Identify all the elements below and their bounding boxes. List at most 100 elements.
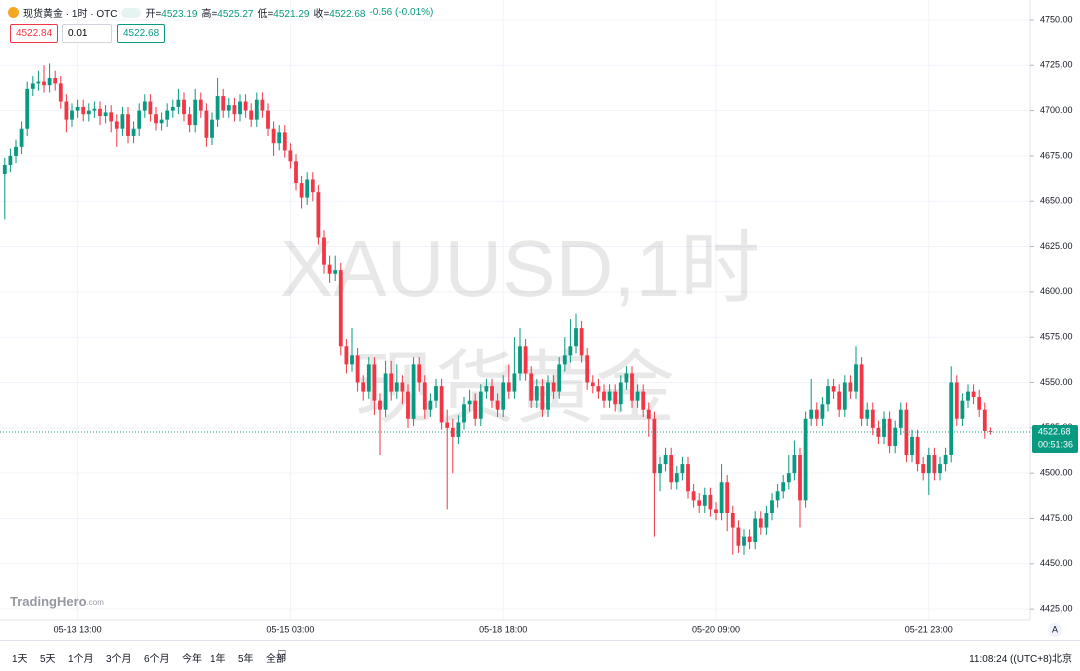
candle-body: [36, 81, 41, 84]
candle-body: [697, 500, 702, 506]
candle-body: [691, 491, 696, 501]
candle-body: [120, 114, 125, 129]
candle-body: [389, 373, 394, 392]
y-tick-label: 4550.00: [1040, 377, 1073, 387]
candle-body: [523, 346, 528, 374]
candle-body: [98, 108, 102, 117]
logo: TradingHero.com: [10, 594, 104, 609]
candle-body: [630, 373, 634, 401]
candle-body: [254, 99, 259, 120]
date-range-icon[interactable]: ⌸: [278, 647, 286, 662]
candle-body: [165, 110, 170, 120]
buy-button[interactable]: 4522.68: [117, 24, 166, 43]
candle-body: [193, 99, 198, 126]
range-button[interactable]: 3个月: [106, 654, 132, 665]
candle-body: [114, 121, 119, 129]
candle-body: [238, 101, 242, 115]
candle-body: [742, 536, 746, 546]
candle-body: [25, 88, 30, 129]
y-tick-label: 4450.00: [1040, 558, 1073, 568]
candle-body: [669, 455, 674, 483]
candle-body: [781, 482, 786, 492]
candle-body: [64, 101, 69, 120]
candle-body: [618, 382, 623, 405]
candle-body: [92, 108, 97, 111]
candle-body: [663, 455, 668, 465]
candle-body: [243, 101, 248, 111]
candle-body: [898, 409, 903, 428]
candle-body: [803, 418, 808, 501]
ohlc-high: 高=4525.27: [201, 9, 254, 20]
candle-body: [730, 513, 735, 528]
candle-body: [568, 346, 573, 356]
candle-body: [960, 400, 965, 419]
candle-body: [602, 391, 606, 401]
candle-body: [260, 99, 265, 111]
candle-body: [714, 509, 718, 514]
candle-body: [338, 270, 343, 347]
candle-body: [70, 110, 74, 120]
candle-body: [826, 386, 830, 405]
candle-body: [646, 409, 651, 419]
candle-body: [512, 373, 517, 392]
spread: 0.01: [62, 24, 112, 43]
y-tick-label: 4475.00: [1040, 513, 1073, 523]
candle-body: [450, 427, 455, 437]
candle-body: [579, 328, 584, 356]
clock[interactable]: 11:08:24 ((UTC+8)北京: [969, 654, 1072, 665]
ohlc-close: 收=4522.68: [313, 9, 366, 20]
candle-body: [182, 99, 186, 115]
status-pill[interactable]: [121, 7, 142, 18]
y-tick-label: 4600.00: [1040, 286, 1073, 296]
candle-body: [607, 391, 612, 401]
candle-body: [921, 464, 926, 474]
candle-body: [19, 128, 24, 147]
candle-body: [366, 364, 371, 392]
candle-body: [86, 110, 91, 115]
candle-body: [204, 110, 209, 138]
countdown: 00:51:36: [1038, 439, 1073, 449]
candle-body: [378, 400, 382, 410]
y-tick-label: 4425.00: [1040, 603, 1073, 613]
candle-body: [198, 99, 203, 111]
range-button[interactable]: 5年: [238, 654, 254, 665]
sell-button[interactable]: 4522.84: [10, 24, 59, 43]
candle-body: [53, 77, 58, 84]
candle-body: [14, 146, 18, 156]
candle-body: [456, 422, 461, 437]
candle-body: [266, 110, 270, 129]
auto-scale-label[interactable]: A: [1052, 624, 1058, 634]
candle-body: [210, 119, 214, 138]
candle-body: [81, 106, 86, 115]
candle-body: [590, 382, 595, 387]
range-button[interactable]: 1个月: [68, 654, 94, 665]
x-tick-label: 05-18 18:00: [479, 624, 527, 634]
candle-body: [277, 132, 282, 144]
candle-body: [131, 128, 136, 136]
candle-body: [305, 179, 310, 198]
ohlc-change: -0.56 (-0.01%): [369, 7, 434, 18]
candle-body: [702, 494, 707, 506]
auto-scale-button[interactable]: [1048, 623, 1062, 637]
legend-header: 现货黄金 · 1时 · OTC 开=4523.19 高=4525.27 低=45…: [8, 5, 433, 20]
candle-body: [971, 391, 976, 398]
range-button[interactable]: 6个月: [144, 654, 170, 665]
x-tick-label: 05-21 23:00: [905, 624, 953, 634]
range-button[interactable]: 5天: [40, 654, 56, 665]
candle-body: [473, 400, 478, 419]
range-button[interactable]: 今年: [182, 654, 202, 665]
candle-body: [310, 179, 315, 193]
candle-body: [624, 373, 629, 383]
candle-body: [8, 155, 13, 165]
range-button[interactable]: 1天: [12, 654, 28, 665]
range-button[interactable]: 全部: [266, 654, 286, 665]
y-tick-label: 4575.00: [1040, 332, 1073, 342]
candle-body: [159, 119, 164, 124]
candle-body: [462, 404, 466, 423]
ohlc-open: 开=4523.19: [145, 9, 198, 20]
ohlc-low: 低=4521.29: [257, 9, 310, 20]
candle-body: [854, 364, 858, 392]
candle-body: [652, 418, 657, 474]
candle-body: [938, 464, 942, 474]
range-button[interactable]: 1年: [210, 654, 226, 665]
